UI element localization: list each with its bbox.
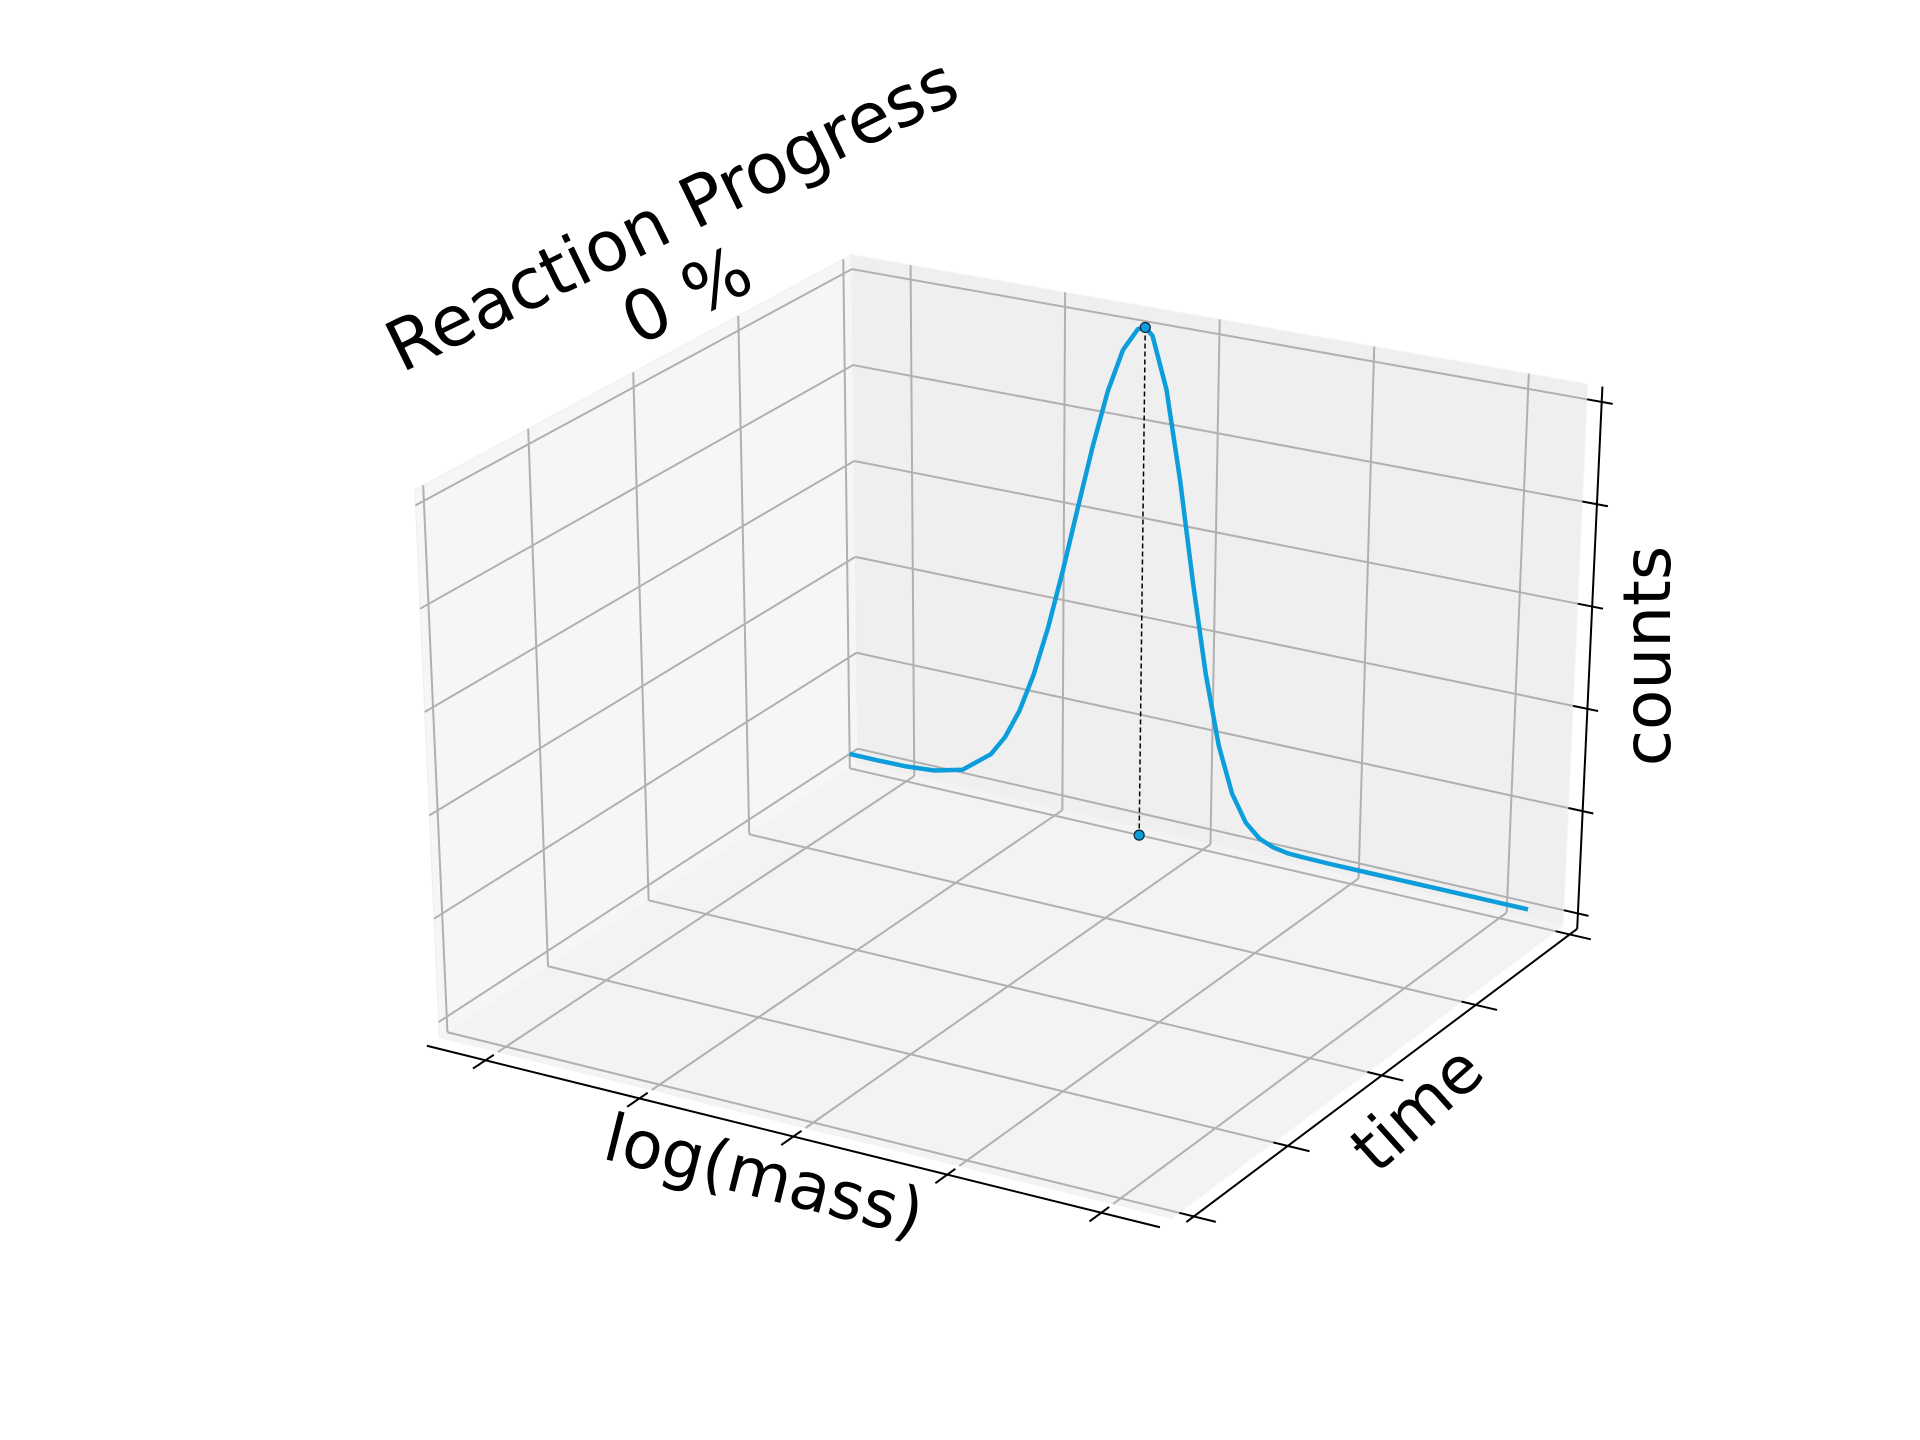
grid-line <box>1357 346 1376 879</box>
z-axis-label: counts <box>1609 546 1686 767</box>
x-tick <box>1088 1206 1110 1223</box>
z-axis-line <box>1576 386 1604 929</box>
grid-line <box>842 259 851 769</box>
axes <box>426 386 1613 1229</box>
grid-line <box>632 372 650 901</box>
x-tick <box>472 1053 495 1070</box>
z-tick <box>1568 807 1594 815</box>
z-tick <box>1563 909 1589 917</box>
y-tick <box>1555 930 1592 941</box>
grid-line <box>648 899 1368 1073</box>
grid-line <box>547 965 1274 1144</box>
grid-line <box>428 556 856 817</box>
z-tick <box>1577 602 1604 610</box>
peak-marker <box>1139 321 1151 334</box>
grid-line <box>853 459 1578 605</box>
x-tick <box>626 1091 649 1108</box>
y-tick <box>1367 1071 1404 1082</box>
grid <box>414 259 1588 1214</box>
y-tick <box>1178 1211 1217 1223</box>
grid-line <box>1061 292 1067 811</box>
grid-line <box>527 428 550 967</box>
grid-line <box>855 555 1574 707</box>
x-tick <box>934 1168 956 1185</box>
x-tick <box>780 1130 803 1146</box>
y-tick <box>1461 1000 1498 1011</box>
grid-line <box>419 364 854 610</box>
grid-line <box>1505 373 1530 913</box>
grid-line <box>852 364 1583 503</box>
data-line <box>849 325 1529 912</box>
y-tick <box>1273 1141 1310 1153</box>
z-tick <box>1572 704 1599 713</box>
z-tick <box>1582 500 1609 508</box>
grid-line <box>851 268 1588 401</box>
grid-line <box>422 485 449 1033</box>
grid-line <box>1209 319 1221 845</box>
grid-line <box>414 268 853 507</box>
grid-line <box>737 315 751 835</box>
z-tick <box>1586 398 1613 405</box>
peak-floor-marker <box>1133 829 1145 841</box>
grid-line <box>438 747 859 1023</box>
grid-line <box>447 1031 1180 1214</box>
grid-line <box>748 833 1462 1003</box>
grid-line <box>424 460 855 713</box>
grid-line <box>856 651 1569 810</box>
grid-line <box>433 651 858 920</box>
peak-drop-line <box>1138 327 1147 836</box>
grid-line <box>849 767 1556 933</box>
grid-line <box>909 265 916 777</box>
marks <box>849 321 1529 912</box>
grid-line <box>857 747 1564 912</box>
